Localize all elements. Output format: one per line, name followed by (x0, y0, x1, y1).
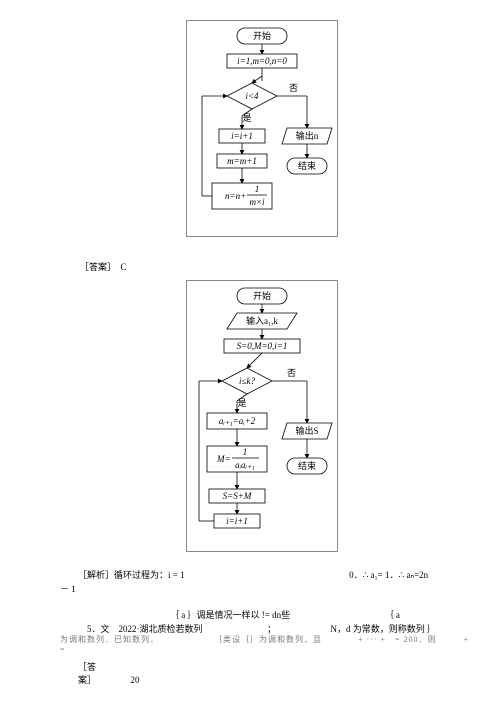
frag-b-right: N，d 为常数，则称数列 ｝ (331, 624, 437, 634)
fc2-end-label: 结束 (298, 460, 316, 471)
fc1-out-label: 输出n (296, 130, 319, 141)
fc1-mstep-label: m=m+1 (227, 156, 257, 166)
frag-line-a: ｛ a ｝调是情况一样以 != dn些 ｛ a (170, 608, 470, 621)
answer-2-label1: ［答 (78, 662, 96, 672)
fc1-nstep-num: 1 (255, 184, 260, 194)
analysis-1b: 0．∴ a₁= 1．∴ aₙ=2n (349, 570, 428, 580)
fc2-yes-label: 是 (237, 398, 246, 408)
analysis-line-1: ［解析］循环过程为：i = 1 0．∴ a₁= 1．∴ aₙ=2n (78, 568, 458, 581)
fc1-nstep-den: m×i (249, 197, 265, 207)
fc1-start-label: 开始 (253, 30, 271, 41)
flowchart-2-box: 开始 输入a₁,k S=0,M=0,i=1 i≤k? 否 是 aᵢ₊₁=aᵢ+2… (186, 280, 338, 552)
frag-b-mid: ； (267, 624, 276, 634)
fc1-no-label: 否 (289, 83, 298, 93)
flowchart-1-box: 开始 i=1,m=0,n=0 i<4 否 是 i=i+1 m=m+1 n=n+ … (186, 20, 338, 237)
fc2-no-label: 否 (287, 368, 296, 378)
fc2-astep-label: aᵢ₊₁=aᵢ+2 (219, 416, 256, 426)
flowchart-1: 开始 i=1,m=0,n=0 i<4 否 是 i=i+1 m=m+1 n=n+ … (187, 21, 337, 236)
fc2-out-label: 输出S (295, 425, 318, 436)
answer-2-value: 20 (131, 675, 140, 685)
fc1-nstep-lhs: n=n+ (225, 191, 246, 201)
fc2-input-label: 输入a₁,k (246, 315, 278, 326)
frag-b-left: 5．文 2022·湖北质检若数列 (78, 624, 203, 634)
fc2-mstep-lhs: M= (216, 454, 231, 464)
answer-2: ［答 案］ 20 (78, 660, 140, 686)
frag-a-left: ｛ a ｝调是情况一样以 != dn些 (170, 610, 290, 620)
frag-a-right: ｛ a (385, 610, 400, 620)
fc1-yes-label: 是 (242, 113, 251, 123)
fc2-start-label: 开始 (253, 290, 271, 301)
fc2-mstep-num: 1 (243, 447, 248, 457)
fc1-end-label: 结束 (298, 160, 316, 171)
fc2-sstep-label: S=S+M (223, 491, 252, 501)
analysis-1a: ［解析］循环过程为：i = 1 (78, 570, 185, 580)
fc2-istep-label: i=i+1 (226, 516, 248, 526)
fc1-cond-label: i<4 (245, 91, 259, 101)
frag-line-c: 为调和数列．已知数列． ｛类设｛｝为调和数列．且 + ··· + = 200．则… (60, 634, 480, 654)
fc1-istep-label: i=i+1 (231, 131, 253, 141)
fc2-cond-label: i≤k? (239, 376, 255, 386)
fc2-init-label: S=0,M=0,i=1 (237, 341, 288, 351)
answer-1: ［答案］ C (80, 260, 127, 273)
flowchart-2: 开始 输入a₁,k S=0,M=0,i=1 i≤k? 否 是 aᵢ₊₁=aᵢ+2… (187, 281, 337, 551)
fc1-init-label: i=1,m=0,n=0 (237, 56, 287, 66)
fc2-mstep-den: aᵢaᵢ₊₁ (235, 460, 255, 470)
analysis-line-2: － 1 (60, 582, 76, 595)
answer-2-label2: 案］ (78, 675, 96, 685)
